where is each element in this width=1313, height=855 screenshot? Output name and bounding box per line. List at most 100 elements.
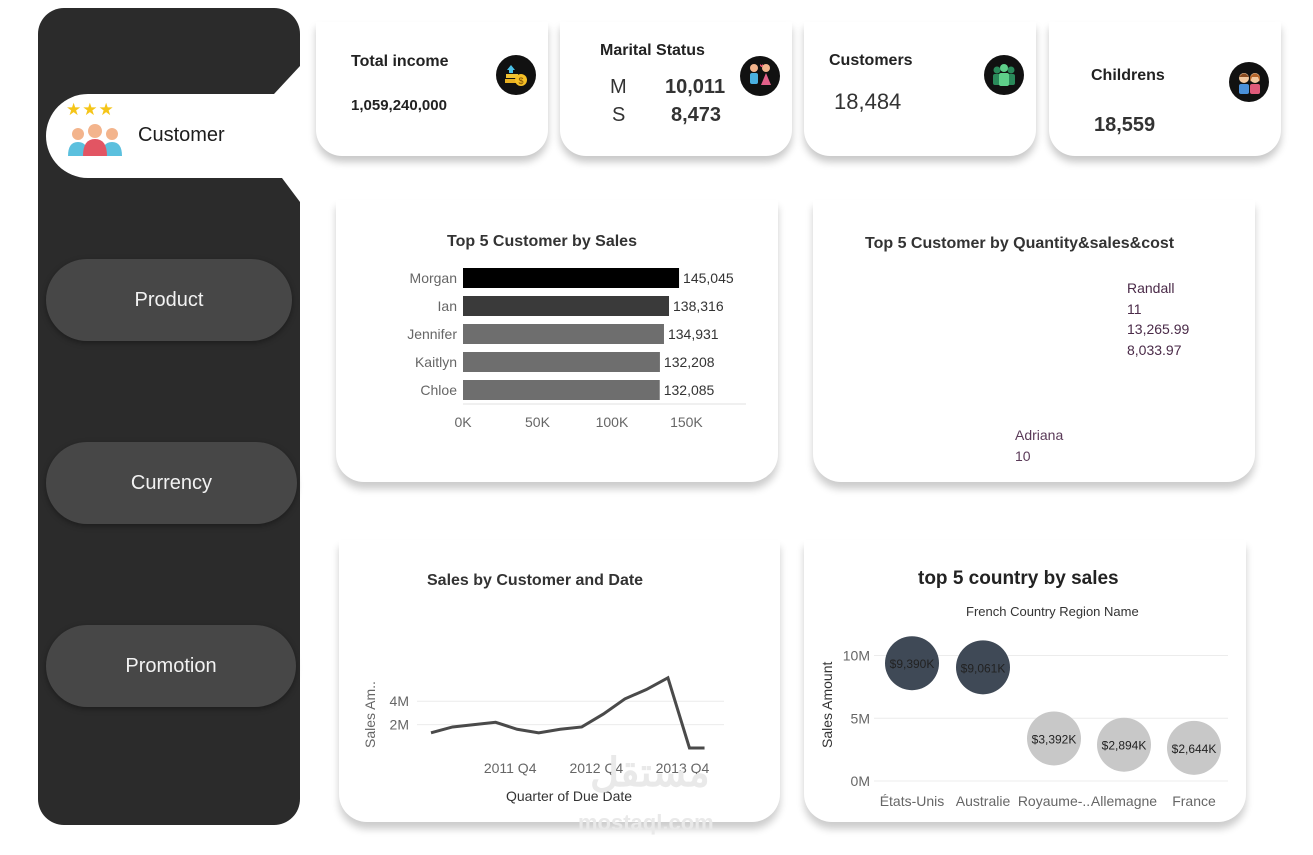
treemap-qty: 14 <box>844 300 860 317</box>
treemap-cost: 8,044.96 <box>1015 341 1070 358</box>
watermark-url: mostaql.com <box>578 810 714 835</box>
x-tick-label: 2013 Q4 <box>656 760 710 776</box>
bar-category-label: Jennifer <box>407 326 457 342</box>
chart-title: Sales by Customer and Date <box>427 572 644 589</box>
y-axis-label: Sales Amount <box>819 662 835 748</box>
nav-product-button[interactable]: Product <box>46 259 292 341</box>
money-growth-icon: $ <box>496 55 536 95</box>
panel-line-chart: Sales by Customer and Date 2M 4M Sales Am.… <box>339 540 780 822</box>
bubble-value-label: $2,644K <box>1172 742 1217 756</box>
bar-value-label: 132,085 <box>664 382 715 398</box>
bar-category-label: Kaitlyn <box>415 354 457 370</box>
bubble <box>1167 720 1221 775</box>
kpi-title: Total income <box>351 53 449 70</box>
treemap-name: Randall <box>1127 280 1175 296</box>
panel-treemap: Top 5 Customer by Quantity&sales&cost Ka… <box>813 200 1255 482</box>
marital-s-value: 8,473 <box>671 104 722 126</box>
x-axis-label: Quarter of Due Date <box>506 788 632 804</box>
nav-promotion-button[interactable]: Promotion <box>46 625 296 707</box>
kpi-total-income: Total income 1,059,240,000 $ <box>316 22 548 156</box>
bar <box>463 352 660 372</box>
marital-m-label: M <box>610 76 627 98</box>
group-icon <box>984 55 1024 95</box>
x-tick-label: 2012 Q4 <box>569 760 623 776</box>
treemap-cost: 8,020.46 <box>844 341 899 358</box>
nav-currency-label: Currency <box>130 471 213 494</box>
nav-customer-label: Customer <box>138 124 225 146</box>
treemap-cell-kaitlyn[interactable]: Kaitlyn 14 13,294.27 8,020.46 <box>836 270 1007 374</box>
bubble-value-label: $9,061K <box>961 661 1006 675</box>
x-tick-label: 50K <box>525 414 551 430</box>
x-category-label: Royaume-.. <box>1018 793 1090 809</box>
treemap-name: Adriana <box>1015 427 1064 443</box>
treemap-qty: 14 <box>844 404 860 421</box>
children-icon <box>1229 62 1269 102</box>
chart-subtitle: French Country Region Name <box>966 604 1139 619</box>
chart-title: top 5 country by sales <box>918 568 1119 589</box>
y-tick-label: 10M <box>843 648 870 664</box>
treemap-sales: 13,269.27 <box>844 425 907 441</box>
treemap-cell-adriana[interactable]: Adriana 10 <box>1007 417 1215 478</box>
y-axis-label: Sales Am.. <box>362 681 378 748</box>
tab-notch <box>274 66 300 94</box>
kpi-customers: Customers 18,484 <box>804 22 1036 156</box>
x-category-label: Australie <box>956 793 1011 809</box>
svg-text:$: $ <box>518 76 523 86</box>
marital-s-label: S <box>612 104 626 126</box>
bubble-value-label: $9,390K <box>890 657 935 671</box>
kpi-title: Customers <box>829 52 913 69</box>
x-tick-label: 2011 Q4 <box>484 760 537 776</box>
bubble <box>1097 717 1151 772</box>
y-tick-label: 0M <box>851 773 870 789</box>
treemap-sales: 13,295.38 <box>1015 321 1078 337</box>
nav-promotion-label: Promotion <box>125 654 217 677</box>
bar-category-label: Chloe <box>420 382 457 398</box>
treemap-sales: 13,294.27 <box>844 321 907 337</box>
panel-top5-sales: Top 5 Customer by Sales Morgan 145,045 Ian… <box>336 200 778 482</box>
chart-title: Top 5 Customer by Quantity&sales&cost <box>865 235 1175 252</box>
x-category-label: Allemagne <box>1091 793 1157 809</box>
bar-value-label: 132,208 <box>664 354 715 370</box>
treemap-cell-margaret[interactable]: Margaret 14 13,269.27 8,014.67 <box>836 374 1007 478</box>
watermark-logo: مستقل <box>590 751 710 795</box>
kpi-title: Marital Status <box>600 42 705 59</box>
bubble <box>1027 711 1081 766</box>
x-tick-label: 150K <box>670 414 703 430</box>
bar <box>463 268 680 288</box>
bubble-value-label: $3,392K <box>1032 732 1077 746</box>
nav-product-label: Product <box>134 288 204 311</box>
bubble <box>956 640 1010 695</box>
treemap-name: Margaret <box>844 384 901 400</box>
y-tick-label: 5M <box>851 710 870 726</box>
kpi-value: 18,484 <box>834 89 902 114</box>
marital-m-value: 10,011 <box>665 76 726 98</box>
treemap-cell-nichole[interactable]: Nichole 13 13,295.38 8,044.96 <box>1007 270 1119 417</box>
kpi-title: Childrens <box>1091 67 1165 84</box>
tab-notch <box>282 178 300 202</box>
x-tick-label: 0K <box>454 414 472 430</box>
y-tick-label: 2M <box>390 717 409 733</box>
bubble-chart: 0M 5M 10M Sales Amount $9,390K États-Unis $9,0… <box>819 636 1228 809</box>
bar <box>463 380 660 400</box>
nav-customer-active[interactable]: ★★★ Customer <box>46 66 300 202</box>
nav-currency-button[interactable]: Currency <box>46 442 297 524</box>
kpi-value: 18,559 <box>1094 114 1156 136</box>
bar-value-label: 138,316 <box>673 298 724 314</box>
rating-stars-icon: ★★★ <box>66 100 115 119</box>
treemap-name: Kaitlyn <box>844 280 887 296</box>
bar-category-label: Morgan <box>410 270 457 286</box>
treemap-cost: 8,033.97 <box>1127 341 1182 358</box>
bar-value-label: 145,045 <box>683 270 734 286</box>
bar-value-label: 134,931 <box>668 326 719 342</box>
x-category-label: États-Unis <box>880 793 945 809</box>
kpi-marital-status: Marital Status M 10,011 S 8,473 <box>560 22 792 156</box>
bar <box>463 296 670 316</box>
treemap-sales: 13,265.99 <box>1127 321 1190 337</box>
bubble-value-label: $2,894K <box>1102 739 1147 753</box>
bar-chart: Morgan 145,045 Ian 138,316 Jennifer 134,931 Ka… <box>407 268 746 430</box>
treemap-qty: 10 <box>1015 447 1031 464</box>
bar-category-label: Ian <box>438 298 457 314</box>
bubble <box>885 636 939 691</box>
treemap-cell-randall[interactable]: Randall 11 13,265.99 8,033.97 <box>1119 270 1215 417</box>
chart-title: Top 5 Customer by Sales <box>447 233 637 250</box>
